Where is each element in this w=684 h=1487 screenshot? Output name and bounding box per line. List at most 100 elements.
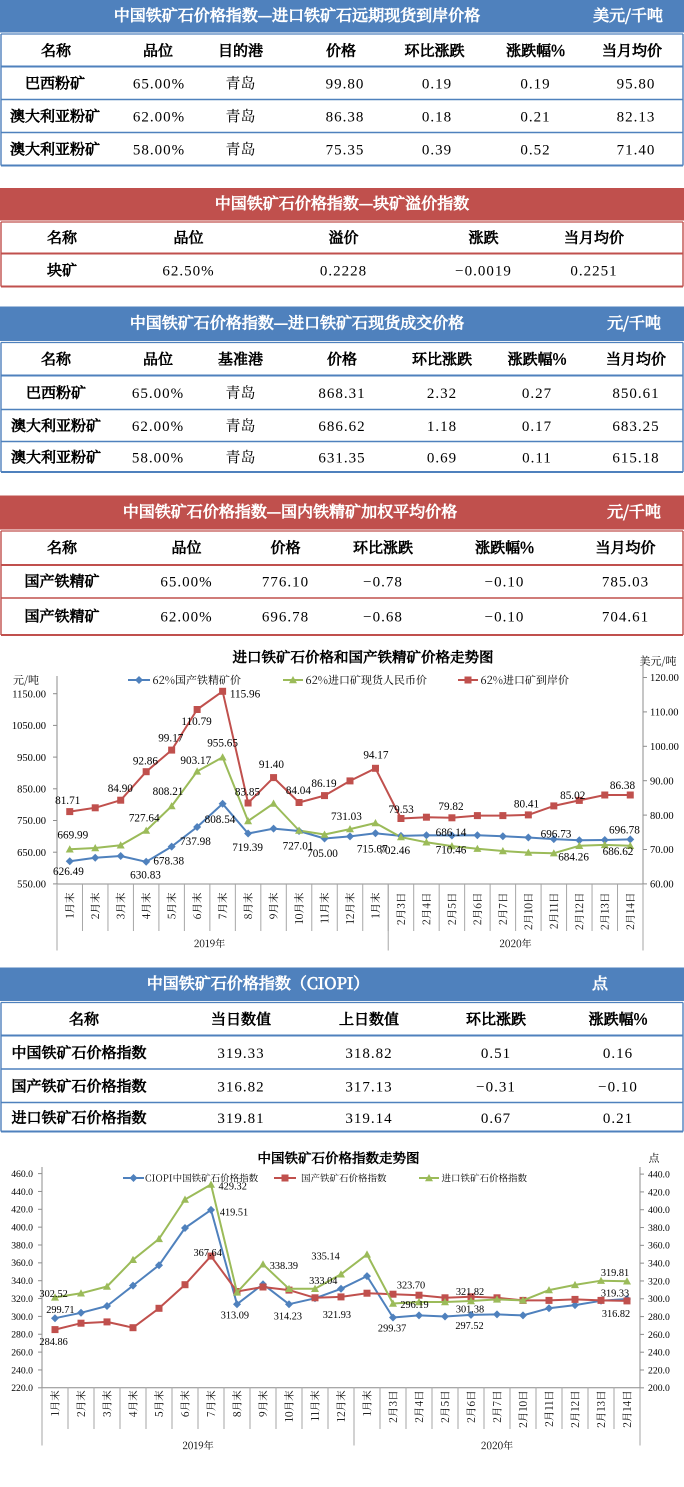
- svg-text:284.86: 284.86: [39, 1337, 67, 1348]
- svg-text:850.61: 850.61: [612, 386, 659, 402]
- svg-text:296.19: 296.19: [400, 1300, 428, 1311]
- svg-text:58.00%: 58.00%: [132, 450, 184, 466]
- svg-text:955.65: 955.65: [207, 737, 238, 749]
- svg-text:1050.00: 1050.00: [12, 721, 46, 732]
- svg-text:−0.10: −0.10: [598, 1079, 638, 1095]
- svg-text:808.54: 808.54: [205, 814, 236, 826]
- svg-text:79.53: 79.53: [389, 804, 415, 816]
- svg-text:631.35: 631.35: [318, 450, 365, 466]
- svg-text:727.64: 727.64: [129, 813, 160, 825]
- svg-text:440.0: 440.0: [648, 1169, 670, 1180]
- svg-text:297.52: 297.52: [455, 1321, 483, 1332]
- svg-text:715.67: 715.67: [357, 843, 388, 855]
- svg-text:0.21: 0.21: [520, 109, 550, 125]
- svg-text:99.17: 99.17: [158, 732, 184, 744]
- svg-text:301.38: 301.38: [456, 1304, 484, 1315]
- svg-text:65.00%: 65.00%: [160, 574, 212, 590]
- svg-text:313.09: 313.09: [221, 1311, 249, 1322]
- svg-text:75.35: 75.35: [326, 142, 365, 158]
- svg-text:0.39: 0.39: [422, 142, 452, 158]
- svg-text:686.62: 686.62: [318, 419, 365, 435]
- svg-text:400.0: 400.0: [11, 1223, 33, 1234]
- svg-text:81.71: 81.71: [55, 795, 80, 807]
- svg-text:314.23: 314.23: [274, 1312, 302, 1323]
- svg-text:360.0: 360.0: [11, 1258, 33, 1269]
- svg-text:85.02: 85.02: [560, 790, 585, 802]
- svg-text:785.03: 785.03: [602, 574, 649, 590]
- svg-text:380.0: 380.0: [648, 1223, 670, 1234]
- svg-text:808.21: 808.21: [153, 786, 184, 798]
- svg-text:99.80: 99.80: [326, 76, 365, 92]
- svg-text:727.01: 727.01: [283, 841, 314, 853]
- svg-text:−0.31: −0.31: [476, 1079, 516, 1095]
- svg-text:220.0: 220.0: [11, 1383, 33, 1394]
- svg-text:82.13: 82.13: [617, 109, 656, 125]
- svg-text:−0.0019: −0.0019: [455, 263, 512, 279]
- svg-text:299.37: 299.37: [378, 1324, 406, 1335]
- svg-text:319.33: 319.33: [601, 1289, 629, 1300]
- svg-text:686.62: 686.62: [603, 846, 634, 858]
- svg-text:650.00: 650.00: [17, 848, 46, 859]
- svg-text:83.85: 83.85: [235, 786, 261, 798]
- svg-text:110.79: 110.79: [181, 716, 212, 728]
- svg-text:65.00%: 65.00%: [133, 76, 185, 92]
- svg-text:320.0: 320.0: [11, 1294, 33, 1305]
- svg-text:731.03: 731.03: [331, 811, 362, 823]
- svg-text:696.73: 696.73: [541, 829, 572, 841]
- svg-text:321.93: 321.93: [323, 1310, 351, 1321]
- svg-text:2.32: 2.32: [427, 386, 457, 402]
- svg-text:80.00: 80.00: [650, 811, 674, 822]
- svg-text:319.14: 319.14: [345, 1111, 392, 1127]
- svg-text:1150.00: 1150.00: [12, 689, 46, 700]
- svg-text:62.00%: 62.00%: [160, 609, 212, 625]
- svg-text:338.39: 338.39: [270, 1261, 298, 1272]
- svg-text:62.00%: 62.00%: [133, 109, 185, 125]
- svg-text:776.10: 776.10: [262, 574, 309, 590]
- svg-text:0.18: 0.18: [422, 109, 452, 125]
- svg-text:100.00: 100.00: [650, 742, 679, 753]
- svg-text:90.00: 90.00: [650, 776, 674, 787]
- svg-text:684.26: 684.26: [558, 852, 589, 864]
- svg-text:240.0: 240.0: [648, 1348, 670, 1359]
- svg-text:0.2251: 0.2251: [570, 263, 617, 279]
- svg-text:868.31: 868.31: [318, 386, 365, 402]
- svg-text:737.98: 737.98: [180, 836, 211, 848]
- svg-text:−0.78: −0.78: [363, 574, 403, 590]
- svg-text:367.64: 367.64: [194, 1248, 222, 1259]
- svg-text:704.61: 704.61: [602, 609, 649, 625]
- svg-text:360.0: 360.0: [648, 1241, 670, 1252]
- svg-text:380.0: 380.0: [11, 1240, 33, 1251]
- svg-text:683.25: 683.25: [612, 419, 659, 435]
- svg-text:84.04: 84.04: [286, 785, 312, 797]
- svg-text:335.14: 335.14: [311, 1252, 339, 1263]
- svg-text:86.38: 86.38: [326, 109, 365, 125]
- svg-text:696.78: 696.78: [262, 609, 309, 625]
- svg-text:62.50%: 62.50%: [162, 263, 214, 279]
- svg-text:420.0: 420.0: [648, 1187, 670, 1198]
- svg-text:0.52: 0.52: [520, 142, 550, 158]
- svg-text:319.33: 319.33: [217, 1046, 264, 1062]
- svg-text:65.00%: 65.00%: [132, 386, 184, 402]
- svg-text:317.13: 317.13: [345, 1079, 392, 1095]
- svg-text:420.0: 420.0: [11, 1205, 33, 1216]
- svg-text:702.46: 702.46: [379, 845, 410, 857]
- svg-text:0.16: 0.16: [603, 1046, 633, 1062]
- svg-text:300.0: 300.0: [11, 1312, 33, 1323]
- svg-text:626.49: 626.49: [53, 866, 84, 878]
- svg-text:850.00: 850.00: [17, 784, 46, 795]
- svg-text:340.0: 340.0: [648, 1259, 670, 1270]
- svg-text:340.0: 340.0: [11, 1276, 33, 1287]
- svg-text:710.46: 710.46: [436, 844, 467, 856]
- svg-text:318.82: 318.82: [345, 1046, 392, 1062]
- svg-text:240.0: 240.0: [11, 1365, 33, 1376]
- svg-text:115.96: 115.96: [230, 689, 261, 701]
- svg-text:321.82: 321.82: [456, 1287, 484, 1298]
- svg-text:302.52: 302.52: [39, 1289, 67, 1300]
- svg-text:319.81: 319.81: [601, 1268, 629, 1279]
- svg-text:80.41: 80.41: [514, 799, 539, 811]
- svg-text:678.38: 678.38: [153, 855, 184, 867]
- svg-text:333.04: 333.04: [309, 1276, 337, 1287]
- svg-text:719.39: 719.39: [232, 842, 263, 854]
- svg-text:62.00%: 62.00%: [132, 419, 184, 435]
- svg-text:0.69: 0.69: [427, 450, 457, 466]
